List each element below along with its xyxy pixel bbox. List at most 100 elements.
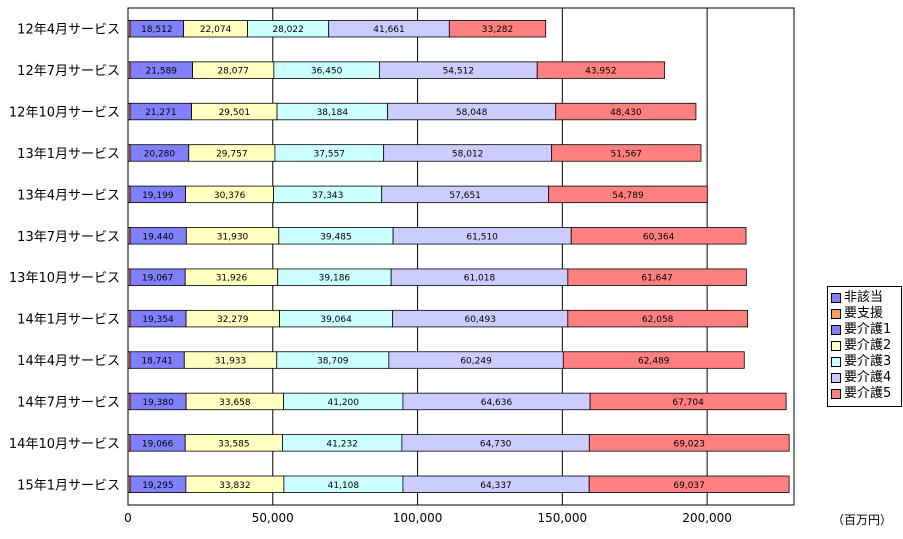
- legend-item: 要介護2: [831, 338, 901, 354]
- data-label: 28,077: [217, 67, 249, 77]
- data-label: 37,343: [312, 191, 344, 201]
- legend-label: 要介護5: [844, 386, 892, 401]
- data-label: 38,184: [317, 108, 349, 118]
- legend-label: 要介護3: [844, 354, 892, 369]
- plot-area: [127, 7, 795, 506]
- data-label: 64,730: [480, 439, 512, 449]
- data-label: 58,048: [456, 108, 488, 118]
- category-label: 14年4月サービス: [17, 354, 120, 369]
- data-label: 19,067: [142, 274, 174, 284]
- category-label: 13年1月サービス: [17, 147, 120, 162]
- category-label: 14年7月サービス: [17, 395, 120, 410]
- data-label: 36,450: [311, 67, 343, 77]
- bar-segment: [588, 475, 790, 493]
- data-label: 19,066: [142, 439, 174, 449]
- bar-segment: [551, 144, 702, 162]
- legend-label: 要介護1: [844, 322, 892, 337]
- category-label: 12年4月サービス: [17, 23, 120, 38]
- data-label: 58,012: [452, 149, 484, 159]
- bar-segment: [562, 351, 745, 369]
- data-label: 69,023: [673, 439, 705, 449]
- data-label: 57,651: [449, 191, 481, 201]
- x-axis-unit-label: （百万円）: [832, 513, 893, 527]
- legend-item: 要介護4: [831, 370, 901, 386]
- legend-item: 要介護3: [831, 354, 901, 370]
- data-label: 18,512: [141, 25, 173, 35]
- data-label: 32,279: [217, 315, 249, 325]
- category-label: 12年7月サービス: [17, 64, 120, 79]
- data-label: 19,440: [142, 232, 174, 242]
- data-label: 33,832: [219, 481, 251, 491]
- legend-label: 要介護2: [844, 338, 892, 353]
- data-label: 67,704: [672, 398, 704, 408]
- data-label: 28,022: [272, 25, 304, 35]
- data-label: 61,647: [641, 274, 673, 284]
- data-label: 60,249: [460, 357, 492, 367]
- legend-swatch: [831, 341, 841, 351]
- legend-label: 要支援: [844, 306, 884, 321]
- data-label: 69,037: [673, 481, 705, 491]
- category-label: 14年1月サービス: [17, 313, 120, 328]
- legend-item: 要介護5: [831, 386, 901, 402]
- x-tick-label: 200,000: [682, 511, 732, 525]
- legend-swatch: [831, 293, 841, 303]
- category-label: 12年10月サービス: [9, 106, 120, 121]
- data-label: 21,589: [146, 67, 178, 77]
- data-label: 64,636: [481, 398, 513, 408]
- x-tick-label: 100,000: [393, 511, 443, 525]
- data-label: 39,485: [320, 232, 352, 242]
- data-label: 29,757: [216, 149, 248, 159]
- legend-label: 要介護4: [844, 370, 892, 385]
- data-label: 41,232: [326, 439, 358, 449]
- data-label: 33,282: [482, 25, 514, 35]
- legend-swatch: [831, 325, 841, 335]
- legend-item: 要支援: [831, 306, 901, 322]
- data-label: 41,200: [328, 398, 360, 408]
- legend-swatch: [831, 309, 841, 319]
- bar-segment: [589, 392, 787, 411]
- data-label: 38,709: [317, 357, 349, 367]
- data-label: 33,658: [219, 398, 251, 408]
- data-label: 19,354: [142, 315, 174, 325]
- bar-segment: [548, 185, 708, 204]
- data-label: 48,430: [610, 108, 642, 118]
- data-label: 54,512: [443, 67, 475, 77]
- data-label: 39,186: [319, 274, 351, 284]
- x-tick-label: 150,000: [538, 511, 588, 525]
- data-label: 61,510: [466, 232, 498, 242]
- data-label: 41,661: [373, 25, 405, 35]
- data-label: 37,557: [314, 149, 346, 159]
- category-label: 13年4月サービス: [17, 188, 120, 203]
- data-label: 62,058: [642, 315, 674, 325]
- data-label: 30,376: [214, 191, 246, 201]
- legend-swatch: [831, 389, 841, 399]
- data-label: 19,295: [142, 481, 174, 491]
- data-label: 51,567: [611, 149, 643, 159]
- data-label: 64,337: [480, 481, 512, 491]
- bar-segment: [588, 434, 790, 452]
- x-tick-label: 50,000: [252, 511, 294, 525]
- data-label: 20,280: [144, 149, 176, 159]
- category-label: 14年10月サービス: [9, 437, 120, 452]
- data-label: 31,930: [217, 232, 249, 242]
- bar-segment: [570, 227, 747, 245]
- data-label: 19,380: [142, 398, 174, 408]
- data-label: 54,789: [612, 191, 644, 201]
- legend-item: 要介護1: [831, 322, 901, 338]
- category-label: 13年10月サービス: [9, 271, 120, 286]
- legend: 非該当 要支援 要介護1 要介護2 要介護3 要介護4 要介護5: [827, 286, 902, 407]
- data-label: 29,501: [219, 108, 251, 118]
- data-label: 18,741: [141, 357, 173, 367]
- data-label: 33,585: [218, 439, 250, 449]
- data-label: 39,064: [320, 315, 352, 325]
- data-label: 31,933: [215, 357, 247, 367]
- bar-segment: [555, 102, 697, 121]
- legend-item: 非該当: [831, 290, 901, 306]
- data-label: 61,018: [464, 274, 496, 284]
- data-label: 21,271: [145, 108, 177, 118]
- bar-segment: [567, 268, 747, 286]
- data-label: 31,926: [216, 274, 248, 284]
- bar-segment: [448, 20, 547, 38]
- x-tick-label: 0: [124, 511, 132, 525]
